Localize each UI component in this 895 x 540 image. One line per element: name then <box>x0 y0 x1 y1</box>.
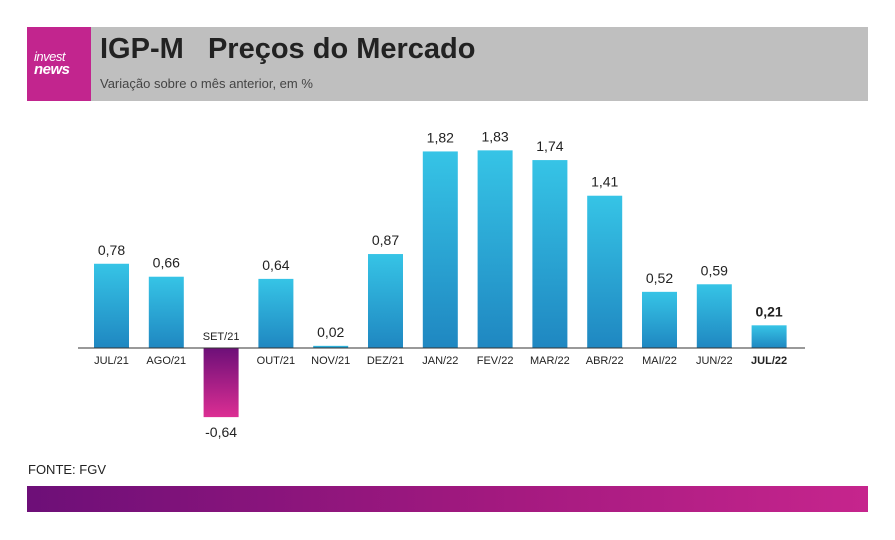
chart-subtitle: Variação sobre o mês anterior, em % <box>100 76 313 91</box>
category-label: FEV/22 <box>477 355 514 367</box>
category-label: JAN/22 <box>422 355 458 367</box>
bar-out-21 <box>258 278 294 348</box>
category-label: SET/21 <box>203 331 240 343</box>
category-label: JUL/21 <box>94 355 129 367</box>
category-label: OUT/21 <box>257 355 296 367</box>
bar-fev-22 <box>477 150 513 348</box>
bar-set-21 <box>203 348 239 418</box>
investnews-logo: invest news <box>27 27 91 101</box>
bar-abr-22 <box>587 195 623 348</box>
value-label: 0,52 <box>646 270 673 286</box>
bar-dez-21 <box>368 254 403 348</box>
category-label: NOV/21 <box>311 355 350 367</box>
value-label: 0,87 <box>372 232 399 248</box>
category-label: DEZ/21 <box>367 355 404 367</box>
value-label: 1,41 <box>591 174 618 190</box>
value-label: 1,74 <box>536 138 563 154</box>
bar-jul-21 <box>94 263 129 348</box>
source-note: FONTE: FGV <box>28 462 106 477</box>
category-label: ABR/22 <box>586 355 624 367</box>
value-label: -0,64 <box>205 424 237 440</box>
category-label: MAR/22 <box>530 355 570 367</box>
bar-ago-21 <box>148 276 184 348</box>
bar-mar-22 <box>532 160 568 348</box>
header-banner: invest news IGP-M Preços do Mercado Vari… <box>27 27 868 101</box>
bar-jun-22 <box>696 284 732 348</box>
value-label: 0,66 <box>153 255 180 271</box>
category-label: MAI/22 <box>642 355 677 367</box>
value-label: 0,59 <box>701 262 728 278</box>
category-label: JUL/22 <box>751 355 787 367</box>
bar-jul-22 <box>751 325 787 348</box>
bar-mai-22 <box>642 291 677 348</box>
value-label: 1,83 <box>481 128 508 144</box>
value-label: 0,64 <box>262 257 289 273</box>
category-label: JUN/22 <box>696 355 733 367</box>
footer-gradient-bar <box>27 486 868 512</box>
value-label: 0,02 <box>317 324 344 340</box>
value-label: 0,78 <box>98 242 125 258</box>
category-label: AGO/21 <box>146 355 186 367</box>
value-label: 1,82 <box>427 129 454 145</box>
logo-text-invest: invest <box>34 49 65 64</box>
logo-text-news: news <box>34 61 70 78</box>
bar-nov-21 <box>313 345 349 348</box>
chart-title: IGP-M Preços do Mercado <box>100 33 476 65</box>
value-label: 0,21 <box>755 303 782 319</box>
bar-jan-22 <box>422 151 458 348</box>
